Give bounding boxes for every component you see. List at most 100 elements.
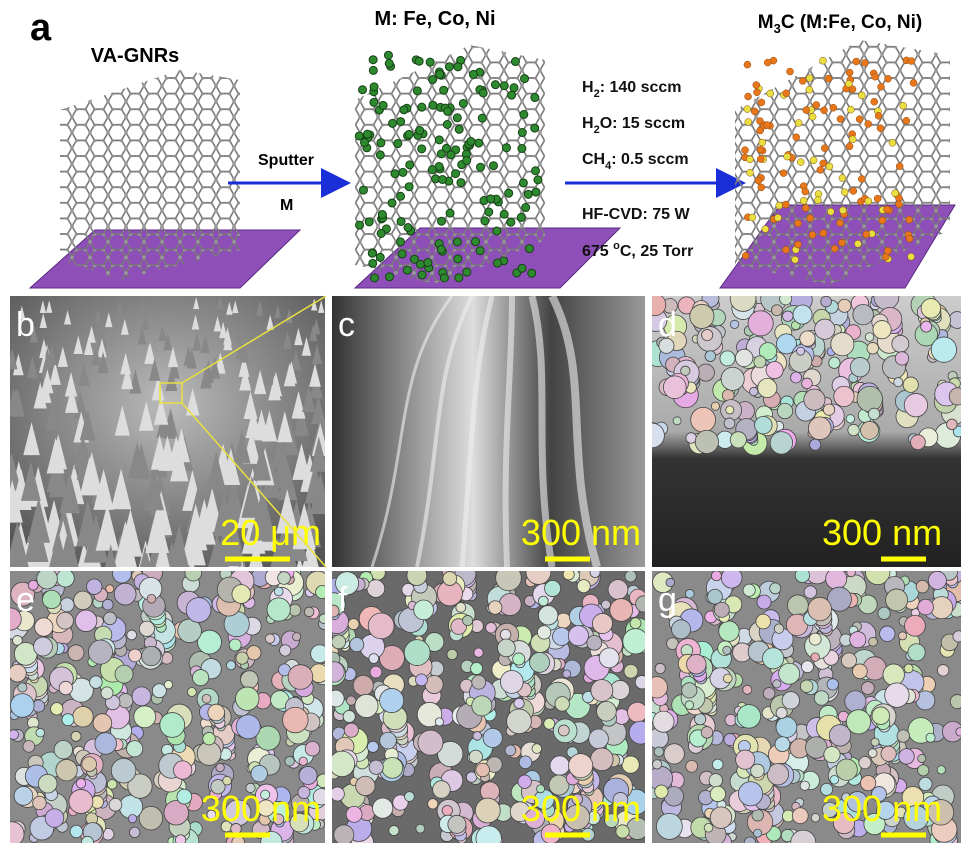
metal-atom xyxy=(376,253,384,261)
particle xyxy=(568,626,588,646)
carbide-atom xyxy=(846,69,853,76)
metal-atom xyxy=(406,161,414,169)
particle xyxy=(407,566,427,586)
particle xyxy=(160,713,185,738)
metal-atom xyxy=(463,268,471,276)
particle xyxy=(128,814,136,822)
particle xyxy=(850,632,866,648)
particle xyxy=(711,402,719,410)
particle xyxy=(87,579,102,594)
carbide-atom xyxy=(837,116,844,123)
carbide-atom xyxy=(858,92,865,99)
metal-atom xyxy=(369,259,377,267)
carbide-atom xyxy=(814,197,821,204)
metal-atom xyxy=(469,70,477,78)
particle xyxy=(708,589,723,604)
carbide-atom xyxy=(820,230,827,237)
particle xyxy=(892,335,909,352)
particle xyxy=(380,688,404,712)
particle xyxy=(324,662,344,682)
metal-atom xyxy=(510,84,518,92)
particle xyxy=(937,766,945,774)
carbide-atom xyxy=(783,90,790,97)
particle xyxy=(793,305,812,324)
particle xyxy=(139,621,154,636)
carbide-atom xyxy=(749,214,756,221)
particle xyxy=(9,664,27,682)
particle xyxy=(380,732,397,749)
metal-atom xyxy=(508,91,516,99)
carbide-atom xyxy=(784,153,791,160)
carbide-atom xyxy=(806,86,813,93)
particle xyxy=(695,714,706,725)
particle xyxy=(404,640,430,666)
particle xyxy=(829,357,840,368)
metal-atom xyxy=(507,218,515,226)
particle xyxy=(202,694,211,703)
condition: 675 oC, 25 Torr xyxy=(582,240,693,260)
carbide-atom xyxy=(846,143,853,150)
carbide-atom xyxy=(856,116,863,123)
carbide-atom xyxy=(807,215,814,222)
particle xyxy=(304,607,314,617)
metal-atom xyxy=(521,75,529,83)
particle xyxy=(555,697,570,712)
particle xyxy=(710,786,725,801)
particle xyxy=(758,378,777,397)
particle xyxy=(664,744,684,764)
condition-part: : 0.5 sccm xyxy=(611,151,688,168)
metal-atom xyxy=(438,217,446,225)
carbide-atom xyxy=(742,252,749,259)
carbide-atom xyxy=(872,73,879,80)
particle xyxy=(841,653,856,668)
particle xyxy=(592,613,612,633)
particle xyxy=(416,674,428,686)
metal-atom xyxy=(534,176,542,184)
metal-atom xyxy=(472,238,480,246)
particle xyxy=(655,663,665,673)
carbide-atom xyxy=(819,57,826,64)
particle xyxy=(681,366,690,375)
metal-atom xyxy=(463,157,471,165)
particle xyxy=(193,670,209,686)
metal-atom xyxy=(478,114,486,122)
particle xyxy=(682,683,697,698)
metal-atom xyxy=(455,125,463,133)
particle xyxy=(175,835,186,843)
metal-atom xyxy=(436,70,444,78)
particle xyxy=(880,626,895,641)
particle xyxy=(886,589,908,611)
particle xyxy=(288,665,313,690)
carbide-atom xyxy=(841,189,848,196)
particle xyxy=(861,421,879,439)
particle xyxy=(537,626,550,639)
particle xyxy=(587,635,602,650)
particle xyxy=(416,824,425,833)
particle xyxy=(10,694,34,718)
particle xyxy=(654,747,664,757)
particle xyxy=(34,637,53,656)
metal-atom xyxy=(428,166,436,174)
particle xyxy=(68,645,84,661)
particle xyxy=(702,329,713,340)
metal-atom xyxy=(365,218,373,226)
particle xyxy=(883,664,904,685)
carbide-atom xyxy=(858,175,865,182)
particle xyxy=(127,630,137,640)
carbide-atom xyxy=(883,206,890,213)
particle xyxy=(590,568,600,578)
particle xyxy=(483,728,502,747)
carbide-atom xyxy=(838,239,845,246)
carbide-atom xyxy=(782,201,789,208)
particle xyxy=(953,631,961,642)
stage-3: M3C (M:Fe, Co, Ni) xyxy=(720,12,955,288)
carbide-atom xyxy=(906,216,913,223)
particle xyxy=(773,680,781,688)
condition-part: C, 25 Torr xyxy=(620,243,694,260)
particle xyxy=(75,610,97,632)
particle xyxy=(655,785,668,798)
particle xyxy=(90,676,103,689)
metal-atom xyxy=(438,176,446,184)
metal-atom xyxy=(457,179,465,187)
metal-atom xyxy=(379,101,387,109)
